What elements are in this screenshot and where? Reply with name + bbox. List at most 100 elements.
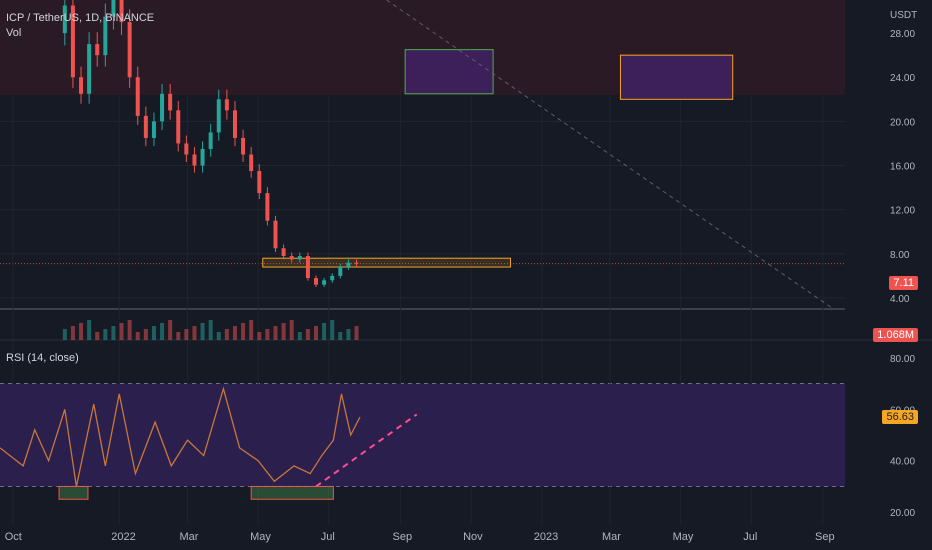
time-tick-label: May [673,531,694,543]
time-tick-label: Mar [602,531,621,543]
candle-body [216,99,221,133]
volume-bar [232,326,237,340]
price-zone-box [262,257,511,268]
candle-body [224,99,229,111]
volume-bar [273,326,278,340]
rsi-value-tag: 56.63 [882,410,918,424]
volume-bar [95,332,100,340]
candles [62,0,359,287]
volume-bar [338,332,343,340]
volume-bar [168,320,173,340]
volume-bar [305,329,310,340]
candle-body [257,171,262,194]
volume-bar [322,323,327,340]
candle-body [135,77,140,116]
volume-bar [143,329,148,340]
zone-boxes [262,0,834,310]
time-tick-label: Oct [5,531,22,543]
time-tick-label: Jul [321,531,335,543]
candle-body [354,262,359,264]
rsi-tick-label: 80.00 [890,354,915,365]
diagonal-trendline [386,0,834,310]
time-tick-label: May [250,531,271,543]
candle-body [127,22,132,78]
time-tick-label: Sep [815,531,835,543]
volume-bar [87,320,92,340]
price-tick-label: 24.00 [890,73,915,84]
volume-bar [249,320,254,340]
rsi-label: RSI (14, close) [6,352,79,364]
candle-body [184,143,189,155]
price-tick-label: 16.00 [890,162,915,173]
volume-bar [184,329,189,340]
currency-label: USDT [890,10,917,21]
volume-bar [127,320,132,340]
rsi-oversold-box [58,485,89,500]
candle-body [265,193,270,221]
candle-body [143,115,148,138]
volume-bar [354,326,359,340]
price-tick-label: 28.00 [890,29,915,40]
volume-bar [70,326,75,340]
last-price-tag: 7.11 [889,276,918,290]
volume-bar [192,326,197,340]
volume-tag: 1.068M [873,328,918,342]
volume-bar [103,329,108,340]
candle-body [281,248,286,256]
volume-bar [314,326,319,340]
rsi-oversold-box [250,485,334,500]
volume-bar [297,332,302,340]
volume-bar [216,332,221,340]
candle-body [70,5,75,78]
price-tick-label: 12.00 [890,206,915,217]
rsi-tick-label: 20.00 [890,508,915,519]
rsi-tick-label: 40.00 [890,457,915,468]
candle-body [151,121,156,138]
volume-label: Vol [6,27,22,39]
candle-body [314,278,319,285]
candle-body [330,275,335,281]
volume-bar [200,323,205,340]
candle-body [62,5,67,34]
volume-bar [160,323,165,340]
price-zone-box [619,54,734,100]
candle-body [176,110,181,144]
volume-bar [135,332,140,340]
candle-body [79,77,84,94]
volume-bar [208,320,213,340]
volume-bar [330,320,335,340]
price-zone-box [404,49,494,95]
rsi-band [0,383,845,487]
volume-bar [346,329,351,340]
price-tick-label: 20.00 [890,117,915,128]
candle-body [119,0,124,23]
candle-body [232,110,237,138]
candle-body [346,262,351,268]
volume-bar [176,332,181,340]
volume-bar [119,323,124,340]
candle-body [95,44,100,56]
volume-bar [241,323,246,340]
candle-body [87,44,92,94]
rsi-line [0,386,418,500]
candle-body [168,93,173,111]
candle-body [192,154,197,166]
candle-body [200,148,205,166]
candle-body [160,93,165,122]
volume-bar [151,326,156,340]
candle-body [338,267,343,276]
candle-body [111,0,116,17]
volume-bar [79,323,84,340]
rsi-trendline [315,413,418,488]
candle-body [273,220,278,249]
volume-bar [289,320,294,340]
volume-bars [62,320,359,340]
time-tick-label: Mar [180,531,199,543]
time-tick-label: Jul [743,531,757,543]
candle-body [241,137,246,155]
volume-bar [257,332,262,340]
symbol-label: ICP / TetherUS, 1D, BINANCE [6,12,155,24]
volume-bar [224,329,229,340]
time-tick-label: Nov [463,531,483,543]
candle-body [322,280,327,285]
